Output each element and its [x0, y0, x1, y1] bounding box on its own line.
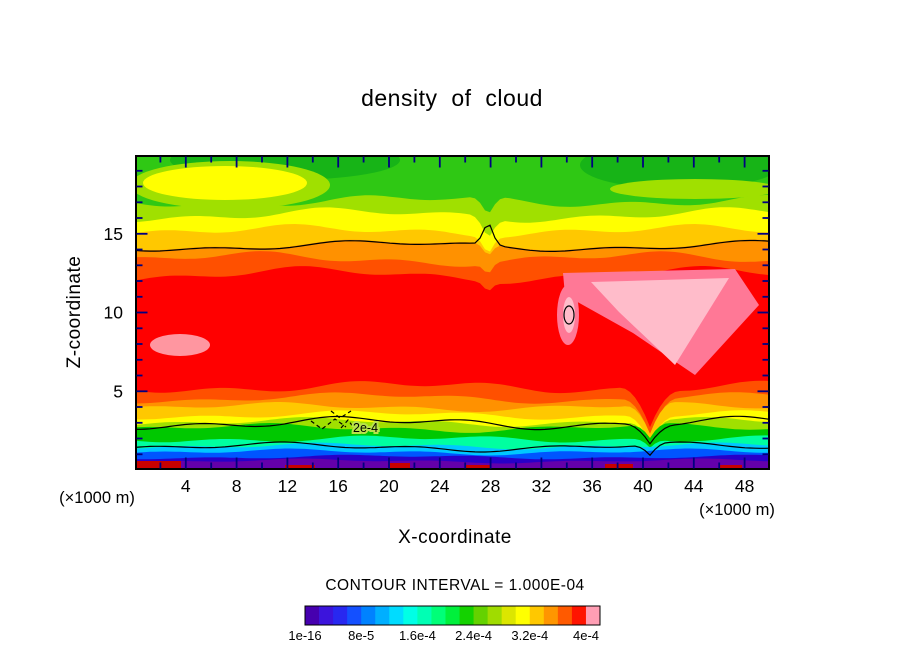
- x-tick-label: 28: [481, 476, 500, 496]
- contour-line: [563, 305, 575, 325]
- x-tick-label: 8: [232, 476, 242, 496]
- field-region: [591, 278, 729, 365]
- colorbar: 1e-16 8e-5 1.6e-4 2.4e-4 3.2e-4 4e-4: [288, 605, 601, 643]
- contour-line: [135, 441, 770, 457]
- colorbar-segment: [571, 606, 587, 625]
- contour-line: [330, 410, 352, 419]
- colorbar-segment: [585, 606, 601, 625]
- colorbar-tick-label: 2.4e-4: [455, 628, 492, 643]
- x-tick-label: 36: [582, 476, 601, 496]
- colorbar-segment: [319, 606, 334, 625]
- contour-line: [310, 418, 347, 430]
- field-region: [605, 464, 633, 470]
- colorbar-segment: [487, 606, 503, 625]
- colorbar-segment: [347, 606, 362, 625]
- x-units-left: (×1000 m): [59, 489, 135, 507]
- x-units-right: (×1000 m): [699, 501, 775, 519]
- x-tick-label: 24: [430, 476, 450, 496]
- field-region: [720, 465, 742, 470]
- colorbar-frame: [304, 605, 601, 626]
- x-tick-label: 20: [379, 476, 399, 496]
- colorbar-tick-label: 3.2e-4: [511, 628, 548, 643]
- colorbar-segment: [473, 606, 489, 625]
- field-region: [390, 463, 410, 470]
- colorbar-segment: [403, 606, 418, 625]
- contour-line: [135, 224, 770, 252]
- field-region: [285, 465, 315, 470]
- y-tick-label: 5: [113, 381, 123, 401]
- colorbar-segment: [543, 606, 559, 625]
- contour-interval-label: CONTOUR INTERVAL = 1.000E-04: [325, 577, 584, 594]
- axis-ticks: [136, 156, 769, 469]
- x-axis-title: X-coordinate: [398, 527, 512, 548]
- colorbar-segment: [417, 606, 432, 625]
- x-tick-label: 4: [181, 476, 191, 496]
- field-region: [150, 334, 210, 356]
- colorbar-segment: [431, 606, 446, 625]
- colorbar-segment: [529, 606, 545, 625]
- colorbar-tick-label: 1e-16: [288, 628, 321, 643]
- colorbar-segment: [305, 606, 320, 625]
- y-tick-label: 10: [104, 303, 124, 323]
- contour-field: [135, 155, 770, 470]
- colorbar-segment: [375, 606, 390, 625]
- field-region: [610, 179, 770, 199]
- colorbar-segment: [459, 606, 474, 625]
- x-tick-label: 40: [633, 476, 653, 496]
- colorbar-segment: [389, 606, 404, 625]
- contour-line: [340, 419, 355, 429]
- contour-value-label: 2e-4: [353, 421, 378, 435]
- field-region: [135, 461, 181, 470]
- field-region: [563, 297, 575, 333]
- colorbar-tick-label: 8e-5: [348, 628, 374, 643]
- colorbar-segment: [515, 606, 531, 625]
- colorbar-segment: [557, 606, 573, 625]
- x-tick-label: 48: [735, 476, 754, 496]
- x-tick-label: 44: [684, 476, 704, 496]
- x-tick-label: 16: [328, 476, 347, 496]
- chart-title: density of cloud: [361, 85, 543, 111]
- x-tick-label: 12: [278, 476, 297, 496]
- colorbar-tick-label: 1.6e-4: [399, 628, 436, 643]
- y-axis-title: Z-coordinate: [64, 256, 85, 369]
- field-region: [143, 166, 307, 200]
- y-tick-label: 15: [104, 224, 123, 244]
- colorbar-tick-label: 4e-4: [573, 628, 599, 643]
- contour-line: [135, 415, 770, 445]
- colorbar-segment: [361, 606, 376, 625]
- colorbar-segment: [333, 606, 348, 625]
- field-region: [465, 465, 491, 470]
- colorbar-segment: [501, 606, 517, 625]
- x-tick-label: 32: [532, 476, 551, 496]
- plot-frame: [135, 155, 770, 470]
- colorbar-segment: [445, 606, 460, 625]
